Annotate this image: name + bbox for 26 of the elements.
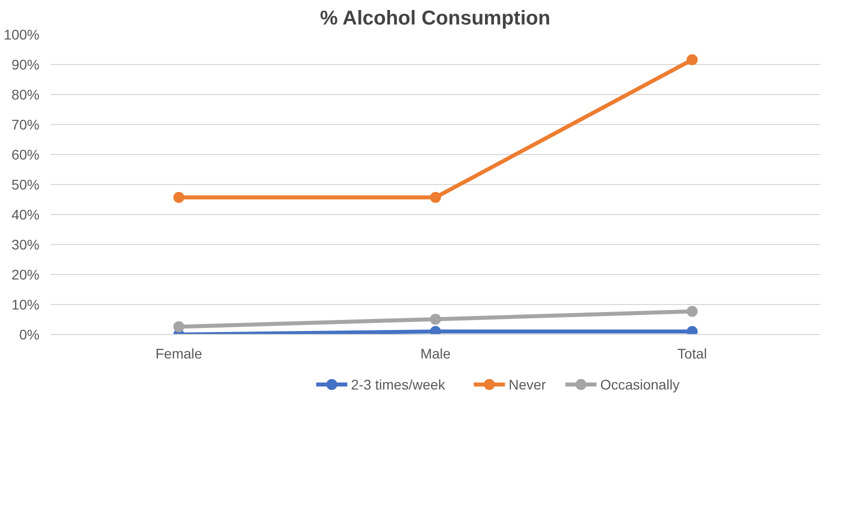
point: [686, 326, 698, 334]
chart-title: % Alcohol Consumption: [320, 8, 550, 30]
y-tick-label: 20%: [11, 266, 40, 282]
point: [686, 54, 698, 66]
y-tick-label: 60%: [11, 146, 40, 162]
y-tick-label: 30%: [11, 236, 40, 252]
point: [430, 326, 441, 334]
y-tick-label: 10%: [11, 296, 40, 312]
point: [430, 314, 441, 325]
point: [430, 192, 441, 203]
y-tick-label: 0%: [19, 326, 40, 342]
y-tick-label: 90%: [11, 56, 40, 72]
y-tick-label: 40%: [11, 206, 40, 222]
y-tick-label: 100%: [4, 26, 40, 42]
point: [173, 192, 184, 203]
x-tick-label: Female: [155, 346, 202, 362]
x-tick-label: Male: [420, 346, 451, 362]
y-tick-label: 50%: [11, 176, 40, 192]
y-tick-label: 80%: [11, 86, 40, 102]
point: [686, 306, 698, 317]
legend-label: Occasionally: [600, 376, 680, 392]
y-tick-label: 70%: [11, 116, 40, 132]
point: [173, 321, 184, 332]
legend-label: Never: [508, 376, 546, 392]
legend-label: 2-3 times/week: [351, 376, 446, 392]
x-tick-label: Total: [677, 346, 707, 362]
